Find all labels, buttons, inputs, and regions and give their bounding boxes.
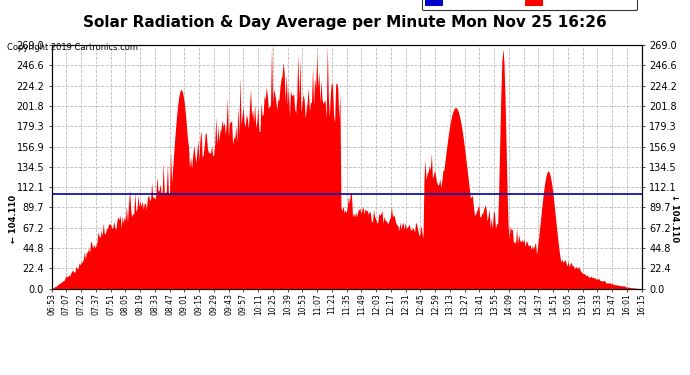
Text: ↓ 104.110: ↓ 104.110 bbox=[670, 194, 679, 243]
Text: Solar Radiation & Day Average per Minute Mon Nov 25 16:26: Solar Radiation & Day Average per Minute… bbox=[83, 15, 607, 30]
Legend: Median (w/m2), Radiation (w/m2): Median (w/m2), Radiation (w/m2) bbox=[422, 0, 637, 10]
Text: Copyright 2019 Cartronics.com: Copyright 2019 Cartronics.com bbox=[7, 43, 138, 52]
Text: ← 104.110: ← 104.110 bbox=[9, 194, 18, 243]
